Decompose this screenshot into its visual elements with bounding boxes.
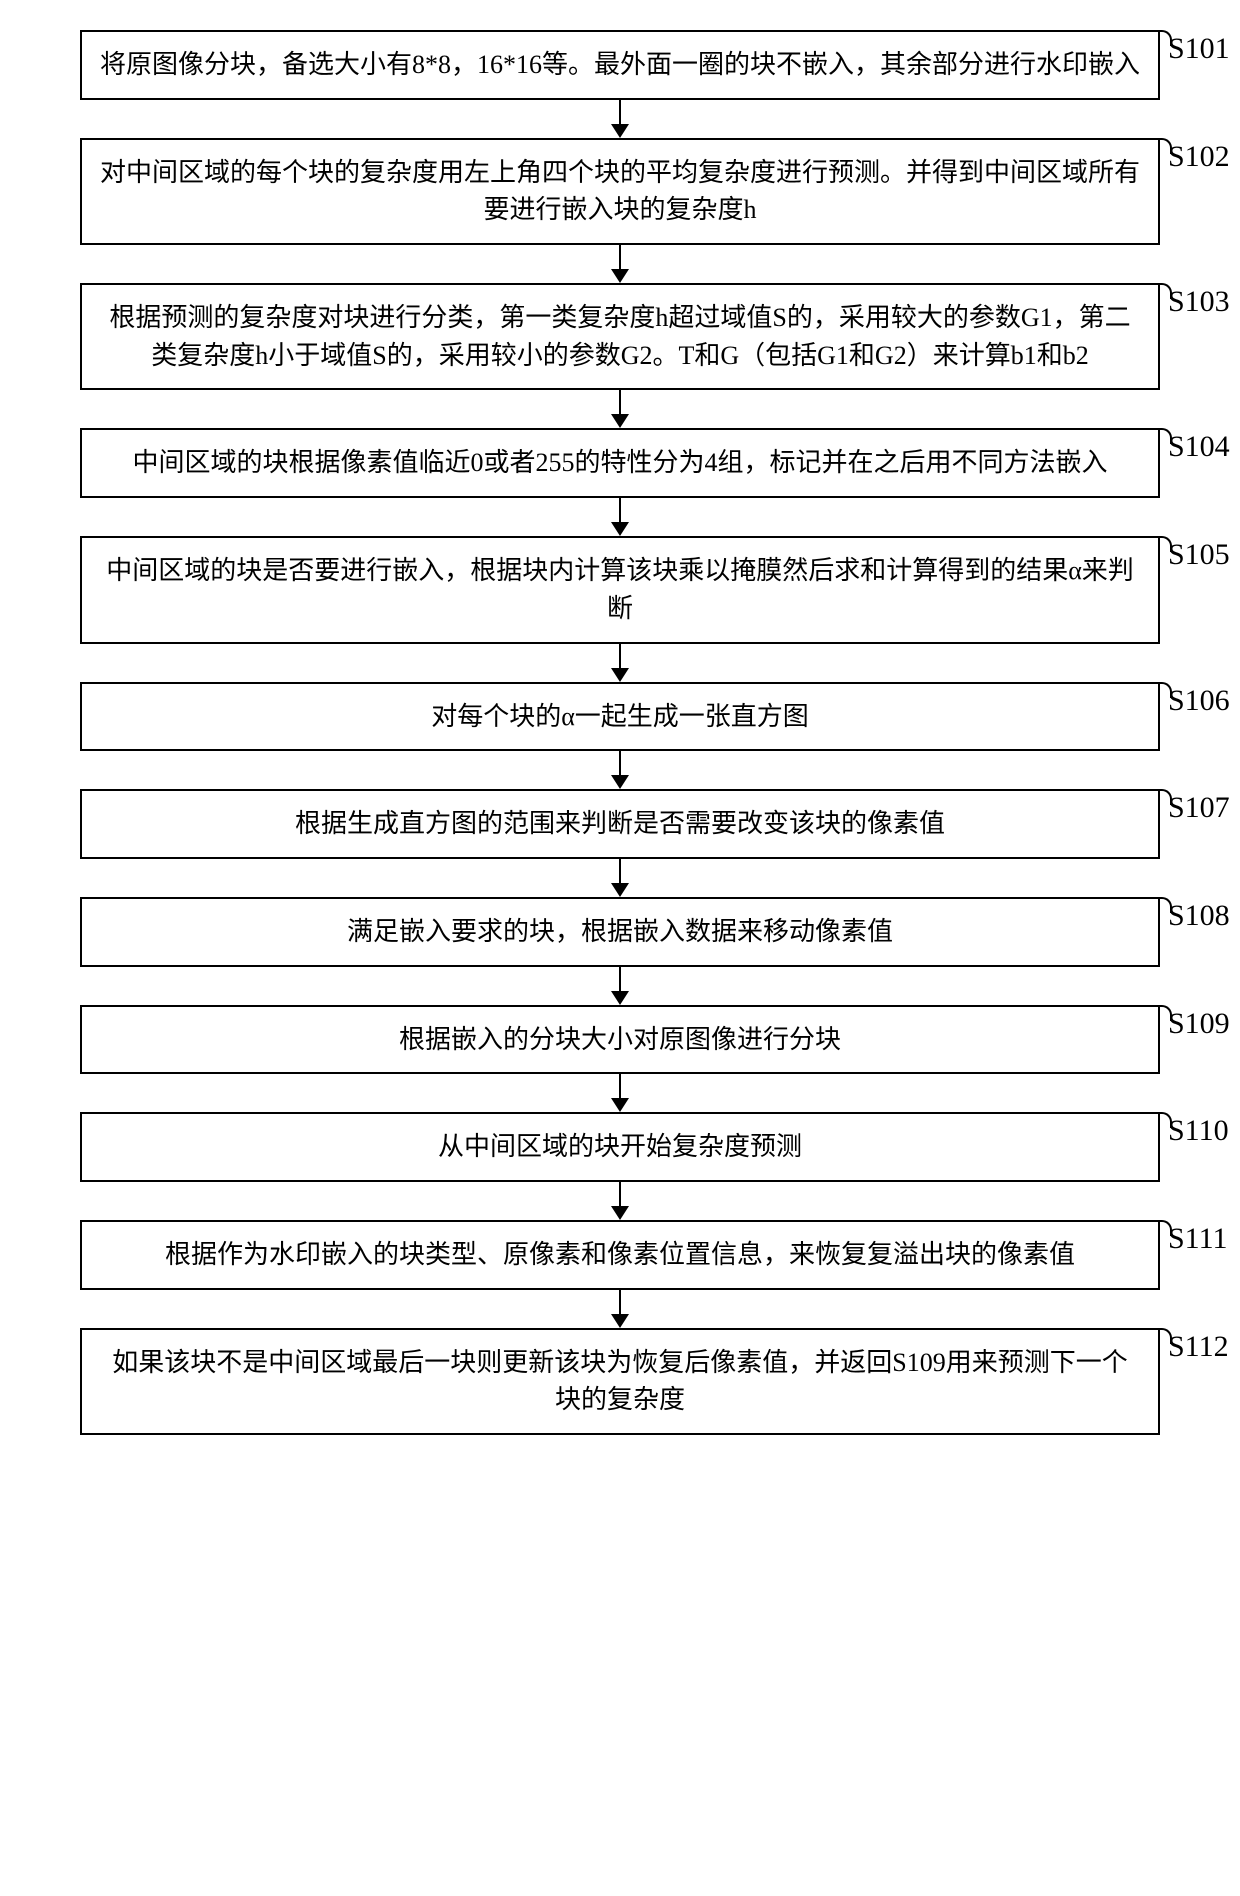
arrow-down	[611, 751, 629, 789]
arrow-line	[619, 644, 622, 668]
step-box: 对中间区域的每个块的复杂度用左上角四个块的平均复杂度进行预测。并得到中间区域所有…	[80, 138, 1160, 245]
step-label: S105	[1168, 538, 1230, 572]
arrow-down	[611, 644, 629, 682]
arrow-head-icon	[611, 522, 629, 536]
step-row: 将原图像分块，备选大小有8*8，16*16等。最外面一圈的块不嵌入，其余部分进行…	[20, 30, 1220, 100]
step-row: 根据嵌入的分块大小对原图像进行分块S109	[20, 1005, 1220, 1075]
arrow-down	[611, 1290, 629, 1328]
arrow-down	[611, 1074, 629, 1112]
arrow-down	[611, 245, 629, 283]
arrow-line	[619, 1182, 622, 1206]
arrow-down	[611, 100, 629, 138]
step-row: 根据预测的复杂度对块进行分类，第一类复杂度h超过域值S的，采用较大的参数G1，第…	[20, 283, 1220, 390]
step-label: S104	[1168, 430, 1230, 464]
step-row: 对每个块的α一起生成一张直方图S106	[20, 682, 1220, 752]
arrow-head-icon	[611, 883, 629, 897]
step-box: 根据生成直方图的范围来判断是否需要改变该块的像素值	[80, 789, 1160, 859]
arrow-line	[619, 859, 622, 883]
step-label: S106	[1168, 684, 1230, 718]
arrow-down	[611, 390, 629, 428]
step-box: 中间区域的块是否要进行嵌入，根据块内计算该块乘以掩膜然后求和计算得到的结果α来判…	[80, 536, 1160, 643]
step-label: S109	[1168, 1007, 1230, 1041]
arrow-line	[619, 1290, 622, 1314]
arrow-down	[611, 859, 629, 897]
arrow-head-icon	[611, 668, 629, 682]
step-row: 从中间区域的块开始复杂度预测S110	[20, 1112, 1220, 1182]
step-box: 中间区域的块根据像素值临近0或者255的特性分为4组，标记并在之后用不同方法嵌入	[80, 428, 1160, 498]
arrow-line	[619, 1074, 622, 1098]
step-label: S103	[1168, 285, 1230, 319]
step-row: 中间区域的块根据像素值临近0或者255的特性分为4组，标记并在之后用不同方法嵌入…	[20, 428, 1220, 498]
flowchart-container: 将原图像分块，备选大小有8*8，16*16等。最外面一圈的块不嵌入，其余部分进行…	[20, 30, 1220, 1435]
arrow-line	[619, 967, 622, 991]
step-box: 从中间区域的块开始复杂度预测	[80, 1112, 1160, 1182]
step-box: 满足嵌入要求的块，根据嵌入数据来移动像素值	[80, 897, 1160, 967]
arrow-head-icon	[611, 1098, 629, 1112]
step-row: 如果该块不是中间区域最后一块则更新该块为恢复后像素值，并返回S109用来预测下一…	[20, 1328, 1220, 1435]
arrow-line	[619, 245, 622, 269]
step-label: S112	[1168, 1330, 1229, 1364]
step-label: S107	[1168, 791, 1230, 825]
step-label: S110	[1168, 1114, 1229, 1148]
step-row: 对中间区域的每个块的复杂度用左上角四个块的平均复杂度进行预测。并得到中间区域所有…	[20, 138, 1220, 245]
step-box: 根据嵌入的分块大小对原图像进行分块	[80, 1005, 1160, 1075]
step-label: S108	[1168, 899, 1230, 933]
arrow-down	[611, 498, 629, 536]
arrow-line	[619, 498, 622, 522]
step-box: 根据预测的复杂度对块进行分类，第一类复杂度h超过域值S的，采用较大的参数G1，第…	[80, 283, 1160, 390]
arrow-line	[619, 751, 622, 775]
step-label: S102	[1168, 140, 1230, 174]
arrow-line	[619, 100, 622, 124]
arrow-head-icon	[611, 414, 629, 428]
arrow-head-icon	[611, 124, 629, 138]
arrow-head-icon	[611, 991, 629, 1005]
arrow-head-icon	[611, 775, 629, 789]
arrow-head-icon	[611, 1206, 629, 1220]
step-box: 如果该块不是中间区域最后一块则更新该块为恢复后像素值，并返回S109用来预测下一…	[80, 1328, 1160, 1435]
step-row: 根据作为水印嵌入的块类型、原像素和像素位置信息，来恢复复溢出块的像素值S111	[20, 1220, 1220, 1290]
step-row: 中间区域的块是否要进行嵌入，根据块内计算该块乘以掩膜然后求和计算得到的结果α来判…	[20, 536, 1220, 643]
arrow-line	[619, 390, 622, 414]
step-label: S111	[1168, 1222, 1227, 1256]
step-row: 根据生成直方图的范围来判断是否需要改变该块的像素值S107	[20, 789, 1220, 859]
arrow-down	[611, 967, 629, 1005]
step-box: 将原图像分块，备选大小有8*8，16*16等。最外面一圈的块不嵌入，其余部分进行…	[80, 30, 1160, 100]
step-box: 对每个块的α一起生成一张直方图	[80, 682, 1160, 752]
step-row: 满足嵌入要求的块，根据嵌入数据来移动像素值S108	[20, 897, 1220, 967]
arrow-down	[611, 1182, 629, 1220]
arrow-head-icon	[611, 1314, 629, 1328]
step-label: S101	[1168, 32, 1230, 66]
arrow-head-icon	[611, 269, 629, 283]
step-box: 根据作为水印嵌入的块类型、原像素和像素位置信息，来恢复复溢出块的像素值	[80, 1220, 1160, 1290]
